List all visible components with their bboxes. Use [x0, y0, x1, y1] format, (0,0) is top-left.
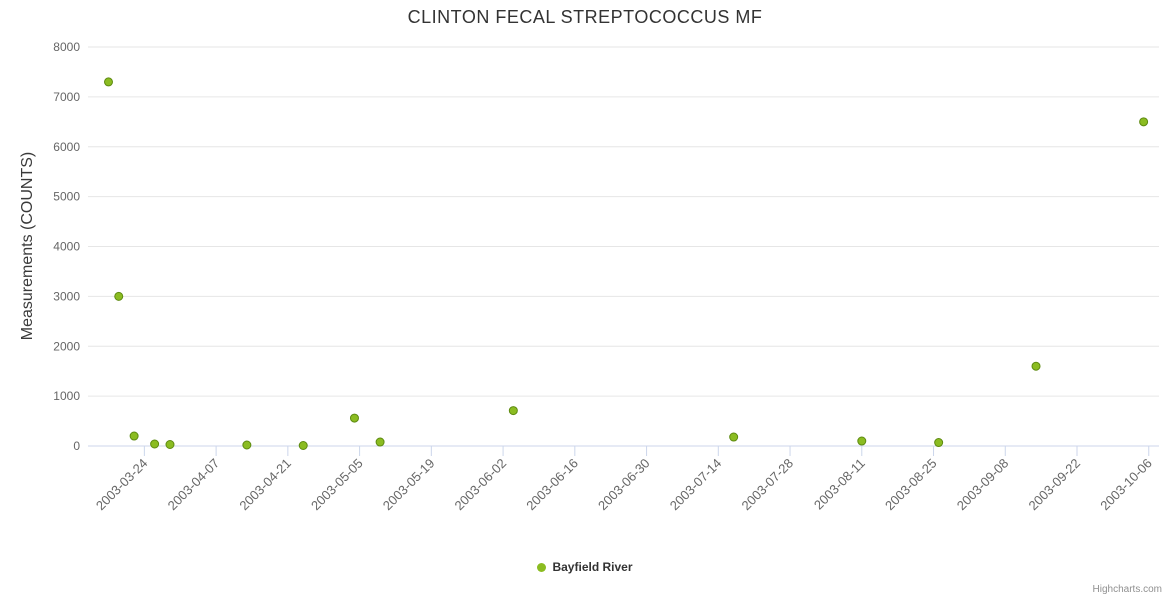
- y-axis-tick-label: 2000: [53, 339, 80, 353]
- x-axis-tick-label: 2003-07-28: [739, 456, 797, 514]
- x-axis-tick-label: 2003-07-14: [667, 456, 725, 514]
- x-axis-tick-label: 2003-09-08: [954, 456, 1012, 514]
- x-axis-tick-label: 2003-04-21: [236, 456, 294, 514]
- y-axis-tick-label: 7000: [53, 90, 80, 104]
- x-axis-tick-label: 2003-04-07: [165, 456, 223, 514]
- highcharts-credits-link[interactable]: Highcharts.com: [1092, 584, 1162, 595]
- x-axis-tick-label: 2003-10-06: [1097, 456, 1155, 514]
- data-point[interactable]: [349, 413, 359, 423]
- x-axis-tick-label: 2003-08-25: [882, 456, 940, 514]
- legend-marker-icon: [537, 562, 547, 572]
- y-axis-tick-label: 6000: [53, 140, 80, 154]
- y-axis-tick-label: 4000: [53, 240, 80, 254]
- data-point[interactable]: [165, 440, 175, 450]
- data-point[interactable]: [934, 438, 944, 448]
- x-axis-tick-label: 2003-09-22: [1026, 456, 1084, 514]
- data-point[interactable]: [729, 432, 739, 442]
- data-point[interactable]: [508, 406, 518, 416]
- legend-label: Bayfield River: [552, 560, 633, 574]
- x-axis-tick-label: 2003-08-11: [811, 456, 868, 513]
- data-point[interactable]: [1139, 117, 1149, 127]
- legend: Bayfield River: [0, 560, 1170, 574]
- data-point[interactable]: [298, 441, 308, 451]
- x-axis-tick-label: 2003-06-02: [452, 456, 510, 514]
- x-axis-tick-label: 2003-03-24: [93, 456, 151, 514]
- data-point[interactable]: [242, 440, 252, 450]
- legend-item-bayfield-river[interactable]: Bayfield River: [537, 560, 633, 574]
- y-axis-tick-label: 3000: [53, 289, 80, 303]
- data-point[interactable]: [114, 291, 124, 301]
- data-point[interactable]: [103, 77, 113, 87]
- y-axis-tick-label: 8000: [53, 40, 80, 54]
- x-axis-tick-label: 2003-05-05: [308, 456, 366, 514]
- x-axis-tick-label: 2003-06-30: [595, 456, 653, 514]
- data-point[interactable]: [375, 437, 385, 447]
- chart-title: CLINTON FECAL STREPTOCOCCUS MF: [407, 7, 763, 27]
- data-point[interactable]: [1031, 361, 1041, 371]
- y-axis-tick-label: 1000: [53, 389, 80, 403]
- y-axis-tick-label: 0: [73, 439, 80, 453]
- data-point[interactable]: [150, 439, 160, 449]
- x-axis-tick-label: 2003-06-16: [523, 456, 581, 514]
- y-axis-tick-label: 5000: [53, 190, 80, 204]
- data-point[interactable]: [857, 436, 867, 446]
- x-axis-tick-label: 2003-05-19: [380, 456, 438, 514]
- data-point[interactable]: [129, 431, 139, 441]
